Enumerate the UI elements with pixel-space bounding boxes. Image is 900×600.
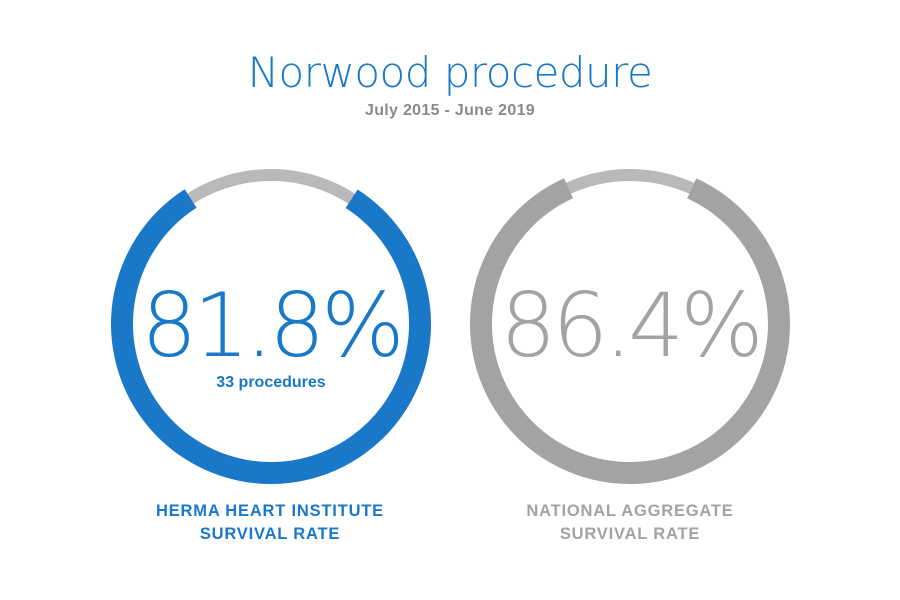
national-label-line-2: SURVIVAL RATE xyxy=(559,525,701,543)
hhi-label-line-2: SURVIVAL RATE xyxy=(199,525,341,543)
hhi-label-line-1: HERMA HEART INSTITUTE xyxy=(156,502,384,520)
hhi-value-arc xyxy=(111,164,431,484)
hhi-detail-text: 33 procedures xyxy=(216,374,325,391)
national-value-text: 86.4% xyxy=(500,274,760,377)
chart-subtitle: July 2015 - June 2019 xyxy=(365,102,535,119)
national-survival-rate-label: NATIONAL AGGREGATE SURVIVAL RATE xyxy=(470,500,790,546)
hhi-value-text: 81.8% xyxy=(141,274,401,377)
national-label-line-1: NATIONAL AGGREGATE xyxy=(526,502,734,520)
chart-title: Norwood procedure xyxy=(247,48,653,97)
hhi-survival-rate-label: HERMA HEART INSTITUTE SURVIVAL RATE xyxy=(110,500,430,546)
